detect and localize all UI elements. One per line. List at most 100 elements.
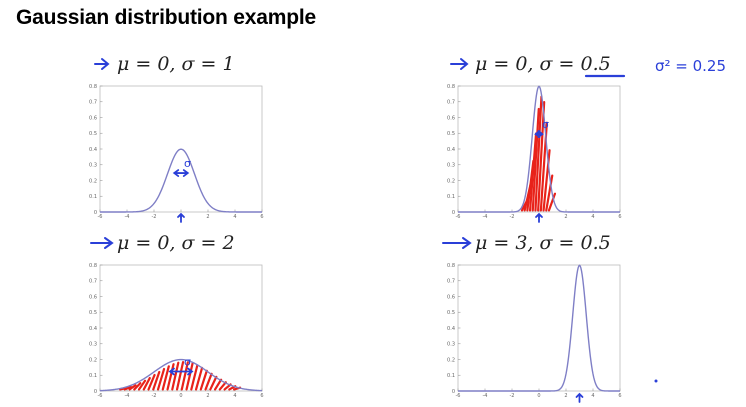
hatch-stroke [218, 381, 227, 391]
hatch-stroke [531, 107, 540, 212]
chart-4-frame [457, 264, 621, 392]
chart-3-ytick-label-7: 0.7 [89, 279, 97, 285]
chart-1-ytick-label-7: 0.7 [89, 100, 97, 106]
chart-2-ytick-label-7: 0.7 [447, 100, 455, 106]
chart-4-ytick-label-6: 0.6 [447, 294, 455, 300]
hatch-stroke [171, 361, 180, 391]
hatch-stroke [156, 367, 166, 391]
chart-3-hatching [118, 361, 242, 391]
chart-2-xtick-label-5: 4 [591, 214, 594, 220]
chart-1-ytick-label-3: 0.3 [89, 163, 97, 169]
chart-4-xtick-label-1: -4 [483, 393, 488, 399]
chart-3-gaussian-curve [99, 358, 263, 392]
hatch-stroke [209, 375, 218, 391]
chart-4-gaussian-curve [458, 264, 620, 392]
chart-1-caption: μ = 0, σ = 1 [117, 53, 235, 75]
hatch-stroke [142, 376, 151, 391]
hatch-stroke [537, 101, 546, 212]
hatch-stroke [152, 370, 161, 391]
chart-4-ytick-label-0: 0 [452, 389, 455, 395]
chart-2-gaussian-curve [458, 85, 620, 213]
chart-4-mean-arrow-icon [575, 392, 584, 403]
chart-3-ytick-label-4: 0.4 [89, 326, 97, 332]
chart-1-xtick-label-0: -6 [98, 214, 103, 220]
caption-arrow-2-icon [450, 58, 469, 70]
variance-note: σ² = 0.25 [655, 57, 726, 75]
chart-1-xtick-label-1: -4 [125, 214, 130, 220]
chart-2-sigma-arrow-icon [534, 130, 544, 138]
chart-3-xtick-label-0: -6 [98, 393, 103, 399]
chart-4-ytick-label-8: 0.8 [447, 263, 455, 269]
chart-1-gaussian-curve [100, 148, 262, 213]
chart-2-xtick-label-2: -2 [510, 214, 515, 220]
chart-4-ytick-label-3: 0.3 [447, 342, 455, 348]
chart-4-ytick-label-1: 0.1 [447, 373, 455, 379]
hatch-stroke [185, 362, 194, 391]
chart-1-sigma-label: σ [184, 157, 191, 170]
hatch-stroke [128, 384, 137, 391]
chart-3-ytick-label-8: 0.8 [89, 263, 97, 269]
chart-1: 00.10.20.30.40.50.60.70.8-6 -4 -2 0 2 4 6σ [89, 84, 264, 223]
chart-2-mean-arrow-icon [535, 212, 543, 223]
chart-3-xtick-label-1: -4 [125, 393, 130, 399]
hatch-stroke [147, 373, 156, 391]
hatch-stroke [199, 369, 208, 391]
chart-1-ytick-label-2: 0.2 [89, 178, 97, 184]
chart-1-xtick-label-2: -2 [152, 214, 157, 220]
chart-1-xtick-label-6: 6 [260, 214, 263, 220]
hatch-stroke [194, 366, 204, 391]
chart-4-xtick-label-4: 2 [564, 393, 567, 399]
chart-3-ytick-label-0: 0 [94, 389, 97, 395]
caption-arrow-1-icon [94, 58, 110, 70]
chart-2-ytick-label-2: 0.2 [447, 178, 455, 184]
chart-2-caption: μ = 0, σ = 0.5 [475, 53, 611, 75]
hatch-stroke [213, 378, 223, 391]
chart-1-ytick-label-1: 0.1 [89, 194, 97, 200]
chart-4-ytick-label-7: 0.7 [447, 279, 455, 285]
chart-2-ytick-label-4: 0.4 [447, 147, 455, 153]
chart-3-xtick-label-5: 4 [233, 393, 236, 399]
chart-1-mean-arrow-icon [177, 212, 185, 223]
chart-2: 00.10.20.30.40.50.60.70.8-6 -4 -2 0 2 4 6σ [447, 84, 622, 223]
slide-title: Gaussian distribution example [16, 6, 316, 29]
chart-3-xtick-label-6: 6 [260, 393, 263, 399]
chart-3-xtick-label-3: 0 [179, 393, 182, 399]
chart-4-xtick-label-0: -6 [456, 393, 461, 399]
hatch-stroke [133, 382, 142, 391]
hatch-stroke [175, 361, 185, 391]
chart-1-sigma-arrow-icon [172, 169, 190, 177]
caption-arrow-3-icon [90, 237, 114, 249]
chart-3-xtick-label-4: 2 [206, 393, 209, 399]
chart-2-sigma-label: σ [542, 118, 549, 131]
chart-3-ytick-label-1: 0.1 [89, 373, 97, 379]
hatch-stroke [534, 95, 543, 212]
chart-3: 0 0.1 0.2 0.3 0.4 0.5 0.6 0.7 0.8 -6 -4 -2 0 2 4 6 σ [89, 263, 264, 399]
chart-3-ytick-label-5: 0.5 [89, 310, 97, 316]
chart-3-ytick-label-3: 0.3 [89, 342, 97, 348]
chart-2-ytick-label-1: 0.1 [447, 194, 455, 200]
chart-2-ytick-label-3: 0.3 [447, 163, 455, 169]
chart-2-hatching [520, 95, 557, 212]
hatch-stroke [547, 192, 557, 212]
chart-3-ytick-label-2: 0.2 [89, 357, 97, 363]
chart-4-ytick-label-2: 0.2 [447, 357, 455, 363]
chart-4-caption: μ = 3, σ = 0.5 [475, 232, 611, 254]
chart-4-ytick-label-4: 0.4 [447, 326, 455, 332]
stray-dot [654, 379, 658, 383]
chart-2-xtick-label-4: 2 [564, 214, 567, 220]
chart-1-ytick-label-8: 0.8 [89, 84, 97, 90]
chart-1-xtick-label-5: 4 [233, 214, 236, 220]
chart-3-sigma-arrow-icon [168, 367, 194, 376]
chart-1-ytick-label-5: 0.5 [89, 131, 97, 137]
chart-4-xtick-label-2: -2 [510, 393, 515, 399]
chart-4-ytick-label-5: 0.5 [447, 310, 455, 316]
hatch-stroke [204, 372, 213, 391]
chart-4-xtick-label-6: 6 [618, 393, 621, 399]
hatch-stroke [190, 364, 199, 391]
caption-arrow-4-icon [442, 237, 472, 249]
chart-3-sigma-label: σ [184, 356, 191, 369]
hatch-stroke [528, 132, 538, 212]
hatch-stroke [166, 363, 175, 391]
chart-4-xtick-label-3: 0 [537, 393, 540, 399]
